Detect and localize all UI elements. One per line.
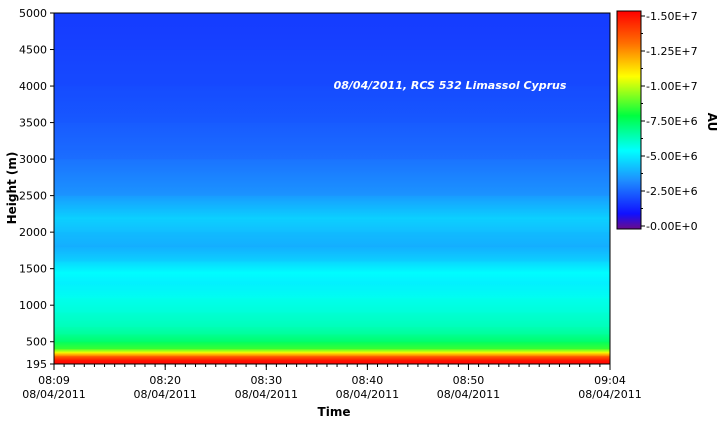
y-tick-label: 1500 (19, 263, 47, 276)
colorbar-title: AU (705, 113, 719, 132)
y-axis: 195 500 1000 1500 2000 2500 3000 3500 4000 4500 50… (19, 7, 54, 371)
x-axis-title: Time (318, 405, 351, 419)
heatmap-band (54, 356, 610, 360)
x-tick-date: 08/04/2011 (133, 388, 196, 401)
heatmap-band (54, 272, 610, 284)
heatmap-band (54, 261, 610, 273)
heatmap-area (53, 12, 611, 365)
y-tick-label: 5000 (19, 7, 47, 20)
heatmap-bands (54, 13, 610, 364)
y-tick-label: 500 (26, 336, 47, 349)
colorbar: -0.00E+0 -2.50E+6 -5.00E+6 -7.50E+6 -1.00E+7… (616, 10, 719, 233)
heatmap-band (54, 246, 610, 262)
heatmap-band (54, 359, 610, 364)
x-axis: 08:0908/04/201108:2008/04/201108:3008/04… (22, 364, 642, 401)
y-tick-label: 2500 (19, 190, 47, 203)
y-tick-label: 4000 (19, 80, 47, 93)
heatmap-band (54, 232, 610, 247)
y-axis-title: Height (m) (5, 152, 19, 225)
x-tick-date: 08/04/2011 (22, 388, 85, 401)
colorbar-tick-label: -1.50E+7 (646, 10, 698, 23)
x-tick-time: 08:20 (149, 374, 181, 387)
y-tick-label: 3500 (19, 117, 47, 130)
colorbar-scale (616, 10, 642, 230)
heatmap-band (54, 352, 610, 357)
colorbar-tick-label: -1.25E+7 (646, 45, 698, 58)
colorbar-tick-label: -2.50E+6 (646, 185, 698, 198)
colorbar-tick-label: -1.00E+7 (646, 80, 698, 93)
x-tick-date: 08/04/2011 (235, 388, 298, 401)
x-tick-time: 09:04 (594, 374, 626, 387)
colorbar-tick-label: -7.50E+6 (646, 115, 698, 128)
chart-annotation: 08/04/2011, RCS 532 Limassol Cyprus (334, 79, 567, 92)
heatmap-band (54, 122, 610, 160)
plot-frame (53, 12, 611, 365)
heatmap-band (54, 334, 610, 342)
heatmap-band (54, 217, 610, 233)
colorbar-tick-label: -5.00E+6 (646, 150, 698, 163)
x-tick-date: 08/04/2011 (437, 388, 500, 401)
x-tick-time: 08:09 (38, 374, 70, 387)
x-tick-date: 08/04/2011 (578, 388, 641, 401)
heatmap-band (54, 341, 610, 350)
heatmap-band (54, 159, 610, 196)
heatmap-band (54, 349, 610, 353)
y-tick-label: 1000 (19, 299, 47, 312)
heatmap-band (54, 327, 610, 335)
x-tick-date: 08/04/2011 (336, 388, 399, 401)
heatmap-fill (54, 13, 610, 364)
heatmap-band (54, 49, 610, 87)
heatmap-band (54, 297, 610, 313)
y-tick-label: 195 (26, 358, 47, 371)
heatmap-band (54, 195, 610, 218)
colorbar-axis: -0.00E+0 -2.50E+6 -5.00E+6 -7.50E+6 -1.00E+7… (641, 10, 698, 233)
y-tick-label: 4500 (19, 44, 47, 57)
heatmap-band (54, 86, 610, 123)
x-tick-time: 08:30 (250, 374, 282, 387)
x-tick-time: 08:50 (453, 374, 485, 387)
heatmap-band (54, 283, 610, 298)
heatmap-band (54, 13, 610, 50)
heatmap-band (54, 312, 610, 328)
x-tick-time: 08:40 (352, 374, 384, 387)
y-tick-label: 2000 (19, 226, 47, 239)
colorbar-tick-label: -0.00E+0 (646, 220, 698, 233)
y-tick-label: 3000 (19, 153, 47, 166)
